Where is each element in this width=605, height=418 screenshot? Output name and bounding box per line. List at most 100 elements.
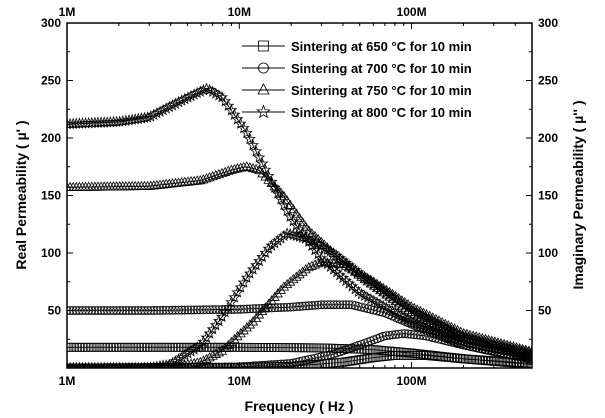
series-3-real-marker-14	[105, 181, 116, 191]
series-2-real-marker-58	[242, 304, 252, 314]
series-2-real-marker-91	[344, 300, 354, 310]
series-3-imag-marker-54	[229, 333, 240, 344]
series-2-real-marker-60	[248, 304, 258, 314]
series-1-imag-marker-97	[363, 354, 373, 363]
series-3-real-marker-59	[244, 162, 255, 172]
series-3-real-marker-49	[213, 168, 224, 179]
series-4-real-marker-23	[132, 112, 145, 125]
series-4-real-marker-59	[243, 132, 256, 145]
series-2-imag-marker-56	[236, 362, 245, 368]
series-4	[67, 82, 532, 368]
x-axis-title: Frequency ( Hz )	[245, 398, 354, 414]
series-2-real-marker-93	[350, 301, 360, 310]
series-2-real-marker-8	[87, 306, 97, 315]
series-2-imag-marker-68	[273, 359, 283, 368]
series-2-imag-marker-84	[322, 351, 332, 360]
series-layer	[67, 82, 532, 368]
series-3-imag-marker-18	[119, 362, 126, 368]
series-4-real-marker-18	[116, 114, 129, 127]
series-3-real-marker-77	[300, 221, 311, 231]
series-2-imag-marker-103	[381, 331, 391, 341]
series-2-imag-marker-110	[403, 329, 413, 339]
series-3-real-markers	[67, 161, 532, 358]
series-3-imag-marker-8	[88, 362, 95, 368]
series-4-imag-marker-26	[141, 361, 154, 368]
series-2-real-marker-77	[301, 301, 311, 311]
series-2-real-marker-47	[208, 305, 218, 315]
series-3-imag-marker-16	[113, 362, 120, 368]
series-2-imag-marker-48	[211, 362, 221, 368]
series-4-real-marker-21	[126, 113, 139, 126]
series-3-imag-marker-67	[269, 291, 280, 301]
series-2-real-marker-63	[257, 303, 267, 313]
series-1-imag-marker-91	[344, 356, 354, 366]
series-2-real-marker-25	[140, 306, 149, 315]
series-2-real-marker-21	[127, 306, 137, 315]
series-3-imag-marker-57	[238, 325, 249, 335]
series-3-imag-marker-17	[116, 362, 123, 368]
series-4-imag-marker-30	[153, 359, 167, 368]
series-3-real-marker-44	[198, 174, 209, 184]
series-4-imag-marker-27	[144, 361, 157, 368]
ticks-layer	[66, 22, 533, 368]
series-2-imag-marker-58	[242, 361, 252, 368]
series-4-real-marker-16	[110, 115, 123, 128]
legend-item-2: Sintering at 700 °C for 10 min	[242, 61, 472, 76]
series-2-real-marker-5	[78, 306, 87, 315]
series-2-real-marker-35	[171, 305, 180, 315]
series-2-real-marker-49	[214, 305, 224, 315]
series-2-imag-marker-81	[313, 353, 323, 362]
series-2-real-marker-81	[313, 300, 323, 310]
series-3-real-marker-16	[111, 181, 122, 191]
series-3-real-marker-6	[80, 181, 91, 191]
series-2-real-marker-18	[118, 306, 128, 315]
y-axis-title-right: Imaginary Permeability ( µ'' )	[570, 100, 586, 289]
series-2-imag-marker-54	[230, 362, 239, 368]
series-2-real-marker-36	[174, 305, 184, 315]
series-2-real-marker-43	[195, 305, 205, 315]
series-2-imag-marker-106	[391, 330, 401, 339]
series-2-real-marker-39	[183, 305, 193, 315]
series-2-real-marker-46	[205, 305, 215, 315]
series-2-real-marker-7	[84, 306, 94, 315]
series-2-real-marker-26	[143, 306, 153, 315]
series-2-real-marker-72	[285, 302, 295, 312]
series-4-real-marker-53	[225, 104, 238, 116]
series-1-imag-marker-98	[366, 353, 376, 363]
series-2-real-marker-31	[158, 305, 168, 315]
series-2-real-marker-87	[332, 300, 342, 310]
series-2-imag-marker-45	[202, 362, 211, 368]
series-2-real-marker-20	[124, 306, 134, 315]
series-3-imag-marker-41	[189, 357, 200, 368]
series-4-real-marker-57	[237, 121, 250, 134]
series-3-real-marker-55	[232, 163, 243, 173]
series-3-imag-marker-50	[216, 345, 228, 355]
series-2-real-marker-14	[106, 306, 115, 315]
series-1	[67, 342, 532, 368]
series-2-real-marker-34	[167, 305, 177, 315]
series-2-real-marker-41	[189, 305, 199, 315]
series-4-imag-marker-52	[222, 300, 235, 313]
series-2-real-marker-27	[146, 306, 156, 315]
series-3-imag-marker-72	[285, 276, 296, 286]
series-2-real-marker-4	[75, 306, 84, 315]
series-3-imag-marker-76	[297, 266, 308, 276]
series-2-real-marker-37	[177, 305, 187, 315]
legend-2-marker-0	[258, 62, 269, 74]
series-3-real-marker-25	[139, 180, 150, 190]
series-3-real-marker-19	[120, 180, 131, 191]
series-3-imag-marker-59	[244, 319, 255, 329]
series-4-imag-marker-51	[219, 305, 232, 318]
series-2-real-marker-85	[326, 300, 335, 310]
series-2-real-marker-97	[363, 304, 373, 314]
series-2-real-marker-94	[353, 301, 363, 311]
series-2-imag-marker-47	[208, 362, 218, 368]
series-2-real-marker-17	[115, 306, 125, 315]
series-3-imag-marker-68	[272, 288, 283, 298]
series-4-real-marker-58	[240, 126, 253, 139]
series-4-imag-marker-28	[147, 360, 160, 368]
series-3-imag-marker-3	[73, 362, 80, 368]
series-3-imag-marker-73	[288, 273, 299, 284]
legend-label-4: Sintering at 800 °C for 10 min	[291, 105, 472, 120]
